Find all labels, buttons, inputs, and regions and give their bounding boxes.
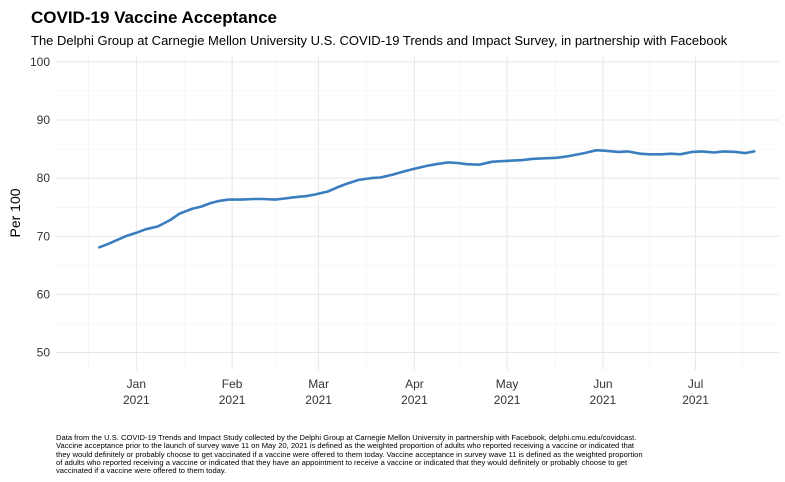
caption-line: Data from the U.S. COVID-19 Trends and I… bbox=[56, 433, 637, 442]
y-tick-label: 70 bbox=[37, 229, 51, 243]
x-tick-label-month: Apr bbox=[405, 377, 424, 391]
y-axis-ticks: 50 60 70 80 90 100 bbox=[30, 55, 50, 360]
caption-line: they would definitely or probably choose… bbox=[56, 449, 643, 459]
x-axis-ticks: Jan 2021 Feb 2021 Mar 2021 Apr 2021 May 2021 Jun 20… bbox=[123, 377, 709, 407]
y-tick-label: 80 bbox=[37, 171, 51, 185]
x-tick-label-year: 2021 bbox=[401, 393, 428, 407]
x-tick-label-year: 2021 bbox=[590, 393, 617, 407]
caption-line: vaccinated if a vaccine were offered to … bbox=[56, 466, 227, 476]
caption-line: Vaccine acceptance prior to the launch o… bbox=[56, 441, 635, 451]
y-tick-label: 90 bbox=[37, 113, 51, 127]
caption: Data from the U.S. COVID-19 Trends and I… bbox=[56, 433, 756, 476]
chart-title: COVID-19 Vaccine Acceptance bbox=[31, 8, 277, 27]
chart-subtitle: The Delphi Group at Carnegie Mellon Univ… bbox=[31, 33, 728, 48]
x-tick-label-month: May bbox=[496, 377, 519, 391]
x-tick-label-year: 2021 bbox=[123, 393, 150, 407]
series-group bbox=[98, 148, 756, 249]
y-tick-label: 60 bbox=[37, 287, 51, 301]
x-tick-label-month: Jun bbox=[593, 377, 612, 391]
series-line-vaccine-acceptance bbox=[98, 148, 756, 249]
x-tick-label-month: Jan bbox=[127, 377, 146, 391]
x-tick-label-year: 2021 bbox=[682, 393, 709, 407]
caption-line: of adults who reported receiving a vacci… bbox=[56, 457, 628, 467]
x-tick-label-month: Jul bbox=[688, 377, 703, 391]
y-axis-label: Per 100 bbox=[7, 188, 23, 237]
grid-lines bbox=[56, 56, 779, 370]
x-tick-label-month: Feb bbox=[222, 377, 243, 391]
x-tick-label-year: 2021 bbox=[494, 393, 521, 407]
y-tick-label: 100 bbox=[30, 55, 50, 69]
x-tick-label-year: 2021 bbox=[219, 393, 246, 407]
y-tick-label: 50 bbox=[37, 346, 51, 360]
x-tick-label-year: 2021 bbox=[305, 393, 332, 407]
x-tick-label-month: Mar bbox=[308, 377, 329, 391]
